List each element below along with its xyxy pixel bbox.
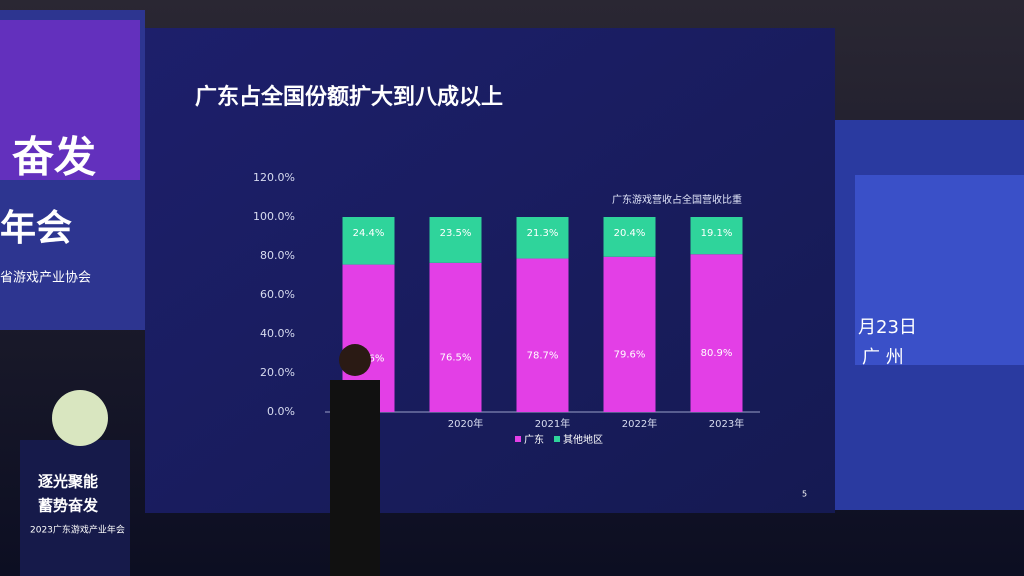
data-label: 20.4% [614, 228, 646, 239]
y-tick-label: 100.0% [253, 210, 295, 223]
chart-subtitle: 广东游戏营收占全国营收比重 [612, 193, 742, 206]
bar-segment [342, 217, 395, 265]
legend-swatch [515, 436, 521, 442]
data-label: 79.6% [614, 349, 646, 360]
bar-segment [429, 262, 482, 412]
bar-segment [603, 217, 656, 257]
podium [20, 440, 130, 576]
y-tick-label: 0.0% [267, 405, 295, 418]
banner-text: 年会 [0, 208, 72, 249]
podium-text: 2023广东游戏产业年会 [30, 524, 125, 536]
x-tick-label: 2023年 [709, 417, 744, 430]
chart-title: 广东占全国份额扩大到八成以上 [195, 84, 503, 110]
banner-art [0, 20, 140, 180]
podium-text: 蓄势奋发 [38, 497, 99, 515]
bar-segment [429, 217, 482, 263]
presenter-head [339, 344, 371, 376]
x-tick-label: 2021年 [535, 417, 570, 430]
flowers [52, 390, 108, 446]
bar-segment [516, 217, 569, 259]
data-label: 21.3% [527, 228, 559, 239]
data-label: 19.1% [701, 228, 733, 239]
banner-text: 奋发 [12, 133, 96, 182]
bar-segment [690, 217, 743, 255]
y-tick-label: 40.0% [260, 327, 295, 340]
data-label: 80.9% [701, 348, 733, 359]
y-tick-label: 20.0% [260, 366, 295, 379]
x-tick-label: 2020年 [448, 417, 483, 430]
y-tick-label: 80.0% [260, 249, 295, 262]
chart: 0.0%20.0%40.0%60.0%80.0%100.0%120.0%75.6… [253, 171, 760, 446]
x-tick-label: 2022年 [622, 417, 657, 430]
data-label: 78.7% [527, 350, 559, 361]
banner-text: 省游戏产业协会 [0, 271, 91, 286]
data-label: 76.5% [440, 352, 472, 363]
bar-segment [690, 254, 743, 412]
data-label: 23.5% [440, 228, 472, 239]
presenter [330, 380, 380, 576]
y-tick-label: 60.0% [260, 288, 295, 301]
legend-label: 广东 [524, 433, 544, 446]
y-tick-label: 120.0% [253, 171, 295, 184]
right-text: 广 州 [862, 347, 904, 368]
right-text: 月23日 [858, 317, 917, 338]
legend-label: 其他地区 [563, 433, 603, 446]
bar-segment [516, 258, 569, 412]
legend-swatch [554, 436, 560, 442]
data-label: 24.4% [353, 228, 385, 239]
podium-text: 逐光聚能 [38, 473, 98, 491]
right-video [855, 175, 1024, 365]
bar-segment [603, 256, 656, 412]
slide-number: 5 [802, 490, 807, 499]
